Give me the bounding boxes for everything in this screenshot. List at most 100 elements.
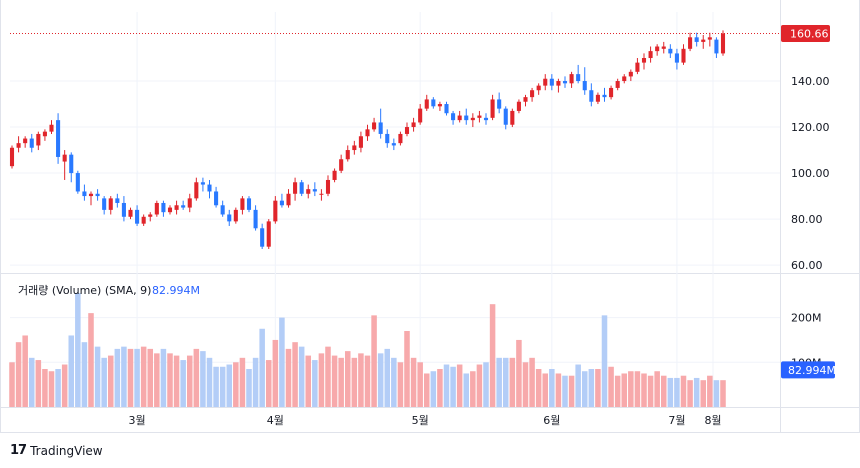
volume-bar[interactable] <box>707 375 713 407</box>
volume-axis[interactable]: 200M100M <box>791 312 822 370</box>
volume-bar[interactable] <box>680 375 687 407</box>
candle[interactable] <box>319 189 324 201</box>
candle[interactable] <box>95 189 100 201</box>
volume-bar[interactable] <box>443 364 450 407</box>
volume-bar[interactable] <box>535 369 542 407</box>
candle[interactable] <box>602 87 607 102</box>
candle[interactable] <box>661 41 666 54</box>
candle[interactable] <box>279 193 284 208</box>
candle[interactable] <box>483 113 489 125</box>
volume-bar[interactable] <box>581 371 588 407</box>
volume-bar[interactable] <box>331 355 338 407</box>
candle[interactable] <box>332 168 337 183</box>
candle[interactable] <box>62 150 67 180</box>
volume-bar[interactable] <box>351 357 358 407</box>
candle[interactable] <box>273 196 278 224</box>
candle[interactable] <box>181 200 186 210</box>
candle[interactable] <box>641 53 647 70</box>
candle[interactable] <box>385 129 390 148</box>
candle[interactable] <box>36 131 41 151</box>
candle[interactable] <box>148 212 153 222</box>
candle[interactable] <box>23 136 28 148</box>
candle[interactable] <box>194 177 199 201</box>
candle[interactable] <box>457 110 462 123</box>
volume-bar[interactable] <box>9 362 15 407</box>
volume-bar[interactable] <box>470 371 476 407</box>
candle[interactable] <box>582 67 587 95</box>
candle[interactable] <box>714 37 719 59</box>
candle[interactable] <box>497 92 502 114</box>
volume-bar[interactable] <box>621 373 628 407</box>
volume-bar[interactable] <box>94 346 101 407</box>
candle[interactable] <box>391 138 396 151</box>
volume-legend[interactable]: 거래량 (Volume) (SMA, 9) 82.994M <box>18 284 200 297</box>
volume-bar[interactable] <box>200 351 206 407</box>
candle[interactable] <box>108 196 113 215</box>
candle[interactable] <box>523 94 528 107</box>
candle[interactable] <box>451 110 456 125</box>
volume-bar[interactable] <box>660 375 667 407</box>
candle[interactable] <box>154 200 159 217</box>
volume-bar[interactable] <box>35 360 42 407</box>
volume-bar[interactable] <box>140 346 147 407</box>
volume-bar[interactable] <box>496 357 502 407</box>
candle[interactable] <box>266 219 271 249</box>
volume-bar[interactable] <box>312 360 318 407</box>
volume-bar[interactable] <box>608 366 614 407</box>
volume-bar[interactable] <box>417 362 423 407</box>
candle[interactable] <box>411 117 416 132</box>
candle[interactable] <box>543 74 548 91</box>
candle[interactable] <box>200 177 205 192</box>
volume-bar[interactable] <box>654 371 660 407</box>
candle[interactable] <box>102 196 107 215</box>
candle[interactable] <box>207 179 212 199</box>
candle[interactable] <box>648 46 653 63</box>
candle[interactable] <box>510 108 515 128</box>
volume-bar[interactable] <box>279 317 285 407</box>
volume-bar[interactable] <box>371 315 377 407</box>
candle[interactable] <box>668 44 673 59</box>
volume-bar[interactable] <box>206 357 213 407</box>
candle[interactable] <box>352 140 357 155</box>
candle[interactable] <box>82 184 87 201</box>
volume-bar[interactable] <box>180 360 186 407</box>
candle[interactable] <box>365 124 370 141</box>
volume-bar[interactable] <box>160 348 167 407</box>
volume-bar[interactable] <box>588 369 595 407</box>
volume-bar[interactable] <box>48 371 55 407</box>
candle[interactable] <box>503 106 508 130</box>
candle[interactable] <box>490 94 495 121</box>
candle[interactable] <box>253 205 258 231</box>
candle[interactable] <box>437 101 442 111</box>
volume-bar[interactable] <box>213 366 219 407</box>
volume-bar[interactable] <box>391 357 397 407</box>
volume-bar[interactable] <box>614 375 621 407</box>
candle[interactable] <box>470 113 475 128</box>
candle[interactable] <box>635 58 640 75</box>
volume-bar[interactable] <box>338 357 344 407</box>
candle[interactable] <box>246 196 252 213</box>
volume-bar[interactable] <box>186 355 193 407</box>
volume-bar[interactable] <box>22 335 28 407</box>
volume-bar[interactable] <box>358 353 364 407</box>
candle[interactable] <box>293 177 298 201</box>
volume-bar[interactable] <box>575 364 581 407</box>
volume-bar[interactable] <box>634 371 641 407</box>
candle[interactable] <box>694 32 699 47</box>
candle[interactable] <box>615 78 620 91</box>
volume-bar[interactable] <box>265 360 272 407</box>
candle[interactable] <box>9 145 15 169</box>
volume-bar[interactable] <box>693 377 700 407</box>
candle[interactable] <box>516 99 521 114</box>
volume-bar[interactable] <box>687 380 693 407</box>
candle[interactable] <box>378 108 383 139</box>
volume-bar[interactable] <box>562 375 568 407</box>
candle[interactable] <box>174 200 179 215</box>
candle[interactable] <box>312 182 317 197</box>
candle[interactable] <box>431 97 436 109</box>
candle[interactable] <box>345 145 350 162</box>
candle[interactable] <box>141 214 146 226</box>
volume-bar[interactable] <box>61 364 68 407</box>
volume-bar[interactable] <box>456 364 463 407</box>
